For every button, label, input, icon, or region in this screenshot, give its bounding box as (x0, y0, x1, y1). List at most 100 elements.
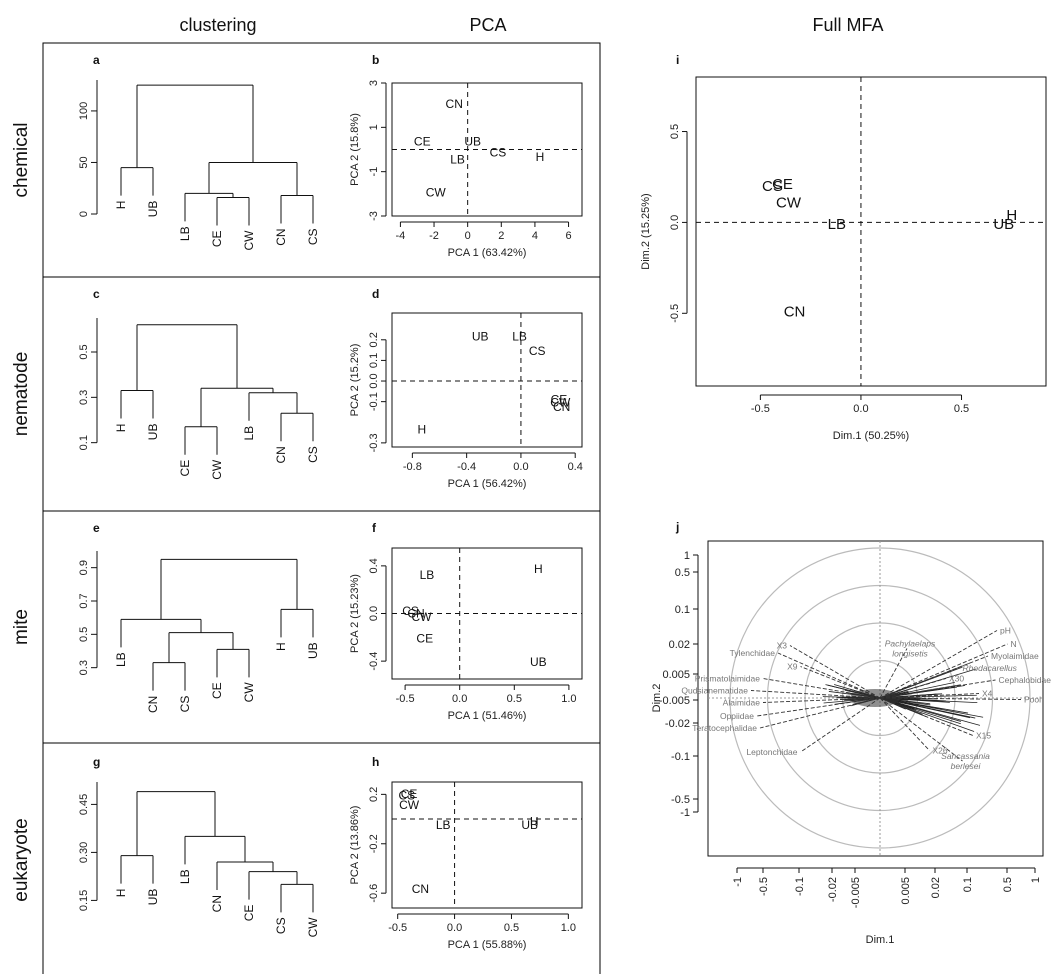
plot-box-d (391, 312, 583, 448)
point-label-UB: UB (521, 818, 538, 832)
y-tick-label-b: -1 (368, 167, 380, 177)
labeled-vector-arrow (879, 630, 998, 699)
point-label-LB: LB (828, 216, 846, 233)
row-title-mite: mite (11, 609, 32, 645)
point-label-H: H (1006, 207, 1017, 224)
x-axis-label-f: PCA 1 (51.46%) (448, 710, 527, 722)
labeled-vector-arrow (879, 678, 947, 699)
x-tick-label-b: 2 (498, 230, 504, 242)
x-tick-label-j: 0.02 (930, 877, 942, 898)
dendrogram-panel-g: g 0.15 0.30 0.45 H UB LB CN CE CS CW (78, 755, 320, 937)
y-tick-label-i: -0.5 (669, 304, 681, 323)
labeled-vector-arrow (756, 697, 881, 717)
vector-label: Cephalobidae (999, 675, 1051, 685)
panel-letter-d: d (372, 287, 379, 301)
x-tick-label-j: -0.005 (850, 877, 862, 908)
leaf-label: CW (242, 230, 256, 251)
leaf-label: CW (210, 459, 224, 480)
point-label-CN: CN (412, 882, 429, 896)
vector-label: X4 (982, 689, 993, 699)
leaf-label: CS (306, 446, 320, 463)
panel-letter-g: g (93, 755, 100, 769)
y-tick-label-h: -0.6 (368, 884, 380, 903)
point-label-CW: CW (776, 194, 802, 211)
x-tick-label-j: 1 (1030, 877, 1042, 883)
x-tick-label-j: -1 (732, 877, 744, 887)
leaf-label: H (114, 889, 128, 898)
vector-label: X15 (976, 731, 991, 741)
leaf-label: LB (178, 869, 192, 884)
y-tick-label-h: 0.2 (368, 787, 380, 802)
y-tick-label-g: 0.45 (78, 794, 90, 815)
y-tick-label-h: -0.2 (368, 834, 380, 853)
x-axis-label-j: Dim.1 (866, 934, 895, 946)
labeled-vector-arrow (762, 697, 881, 703)
y-tick-label-e: 0.9 (78, 560, 90, 575)
leaf-label: UB (146, 424, 160, 441)
vector-label: X9 (787, 662, 798, 672)
leaf-label: UB (146, 889, 160, 906)
vector-label: Tylenchidae (730, 648, 776, 658)
y-tick-label-b: 3 (368, 80, 380, 86)
dendrogram-panel-c: c 0.1 0.3 0.5 H UB CE CW LB CN CS (78, 287, 320, 480)
x-axis-label-b: PCA 1 (63.42%) (448, 247, 527, 259)
vector-label: Leptonchidae (746, 747, 797, 757)
x-tick-label-d: 0.4 (568, 461, 583, 473)
labeled-vector-arrow (789, 645, 881, 699)
vector-label: Qudsianematidae (681, 686, 748, 696)
y-axis-label-h: PCA 2 (13.86%) (349, 806, 361, 885)
vector-label: Prismatolaimidae (695, 674, 760, 684)
leaf-label: CS (274, 917, 288, 934)
labeled-vector-arrow (879, 679, 996, 699)
leaf-label: CS (306, 228, 320, 245)
leaf-label: H (274, 642, 288, 651)
scatter-panel-b: b -4 -2 0 2 4 6 -3 -1 1 3 PCA 1 (63.42%) PCA 2 (15.8… (349, 53, 583, 259)
y-tick-label-c: 0.5 (78, 344, 90, 359)
panel-letter-j: j (675, 520, 679, 534)
x-tick-label-i: 0.0 (853, 403, 868, 415)
point-label-CN: CN (553, 400, 570, 414)
y-tick-label-a: 0 (78, 211, 90, 217)
labeled-vector-arrow (879, 648, 908, 699)
labeled-vector-arrow (879, 697, 1022, 700)
column-title-pca: PCA (469, 15, 506, 35)
point-label-CW: CW (399, 798, 420, 812)
labeled-vector-arrow (879, 643, 1008, 699)
point-label-CS: CS (490, 146, 507, 160)
panel-letter-e: e (93, 521, 100, 535)
plot-box-i (695, 76, 1047, 387)
leaf-label: CN (210, 895, 224, 912)
scatter-panel-h: h -0.5 0.0 0.5 1.0 -0.6 -0.2 0.2 PCA 1 (55.88%) P… (349, 755, 583, 951)
point-label-CN: CN (784, 303, 806, 320)
panel-letter-h: h (372, 755, 379, 769)
point-label-UB: UB (472, 330, 489, 344)
y-tick-label-j: -0.02 (665, 718, 690, 730)
y-axis-label-f: PCA 2 (15.23%) (349, 574, 361, 653)
point-label-CS: CS (402, 604, 419, 618)
y-tick-label-j: 0.02 (669, 639, 690, 651)
point-label-H: H (534, 562, 543, 576)
y-tick-label-f: 0.4 (368, 558, 380, 573)
x-tick-label-j: 0.1 (962, 877, 974, 892)
y-tick-label-a: 50 (78, 156, 90, 168)
y-tick-label-i: 0.5 (669, 124, 681, 139)
x-tick-label-b: -4 (396, 230, 406, 242)
x-tick-label-f: -0.5 (396, 693, 415, 705)
y-tick-label-e: 0.3 (78, 660, 90, 675)
y-tick-label-j: -1 (680, 807, 690, 819)
leaf-label: CN (274, 228, 288, 245)
y-axis-label-b: PCA 2 (15.8%) (349, 113, 361, 186)
vector-label: N (1011, 639, 1017, 649)
leaf-label: CE (242, 905, 256, 922)
y-tick-label-j: 0.5 (675, 567, 690, 579)
leaf-label: UB (146, 201, 160, 218)
vector-label: Pool (1024, 695, 1041, 705)
labeled-vector-arrow (879, 697, 963, 762)
leaf-label: CE (210, 231, 224, 248)
x-tick-label-h: 0.5 (504, 922, 519, 934)
x-tick-label-h: -0.5 (388, 922, 407, 934)
row-title-chemical: chemical (11, 123, 32, 198)
labeled-vector-arrow (762, 678, 881, 699)
